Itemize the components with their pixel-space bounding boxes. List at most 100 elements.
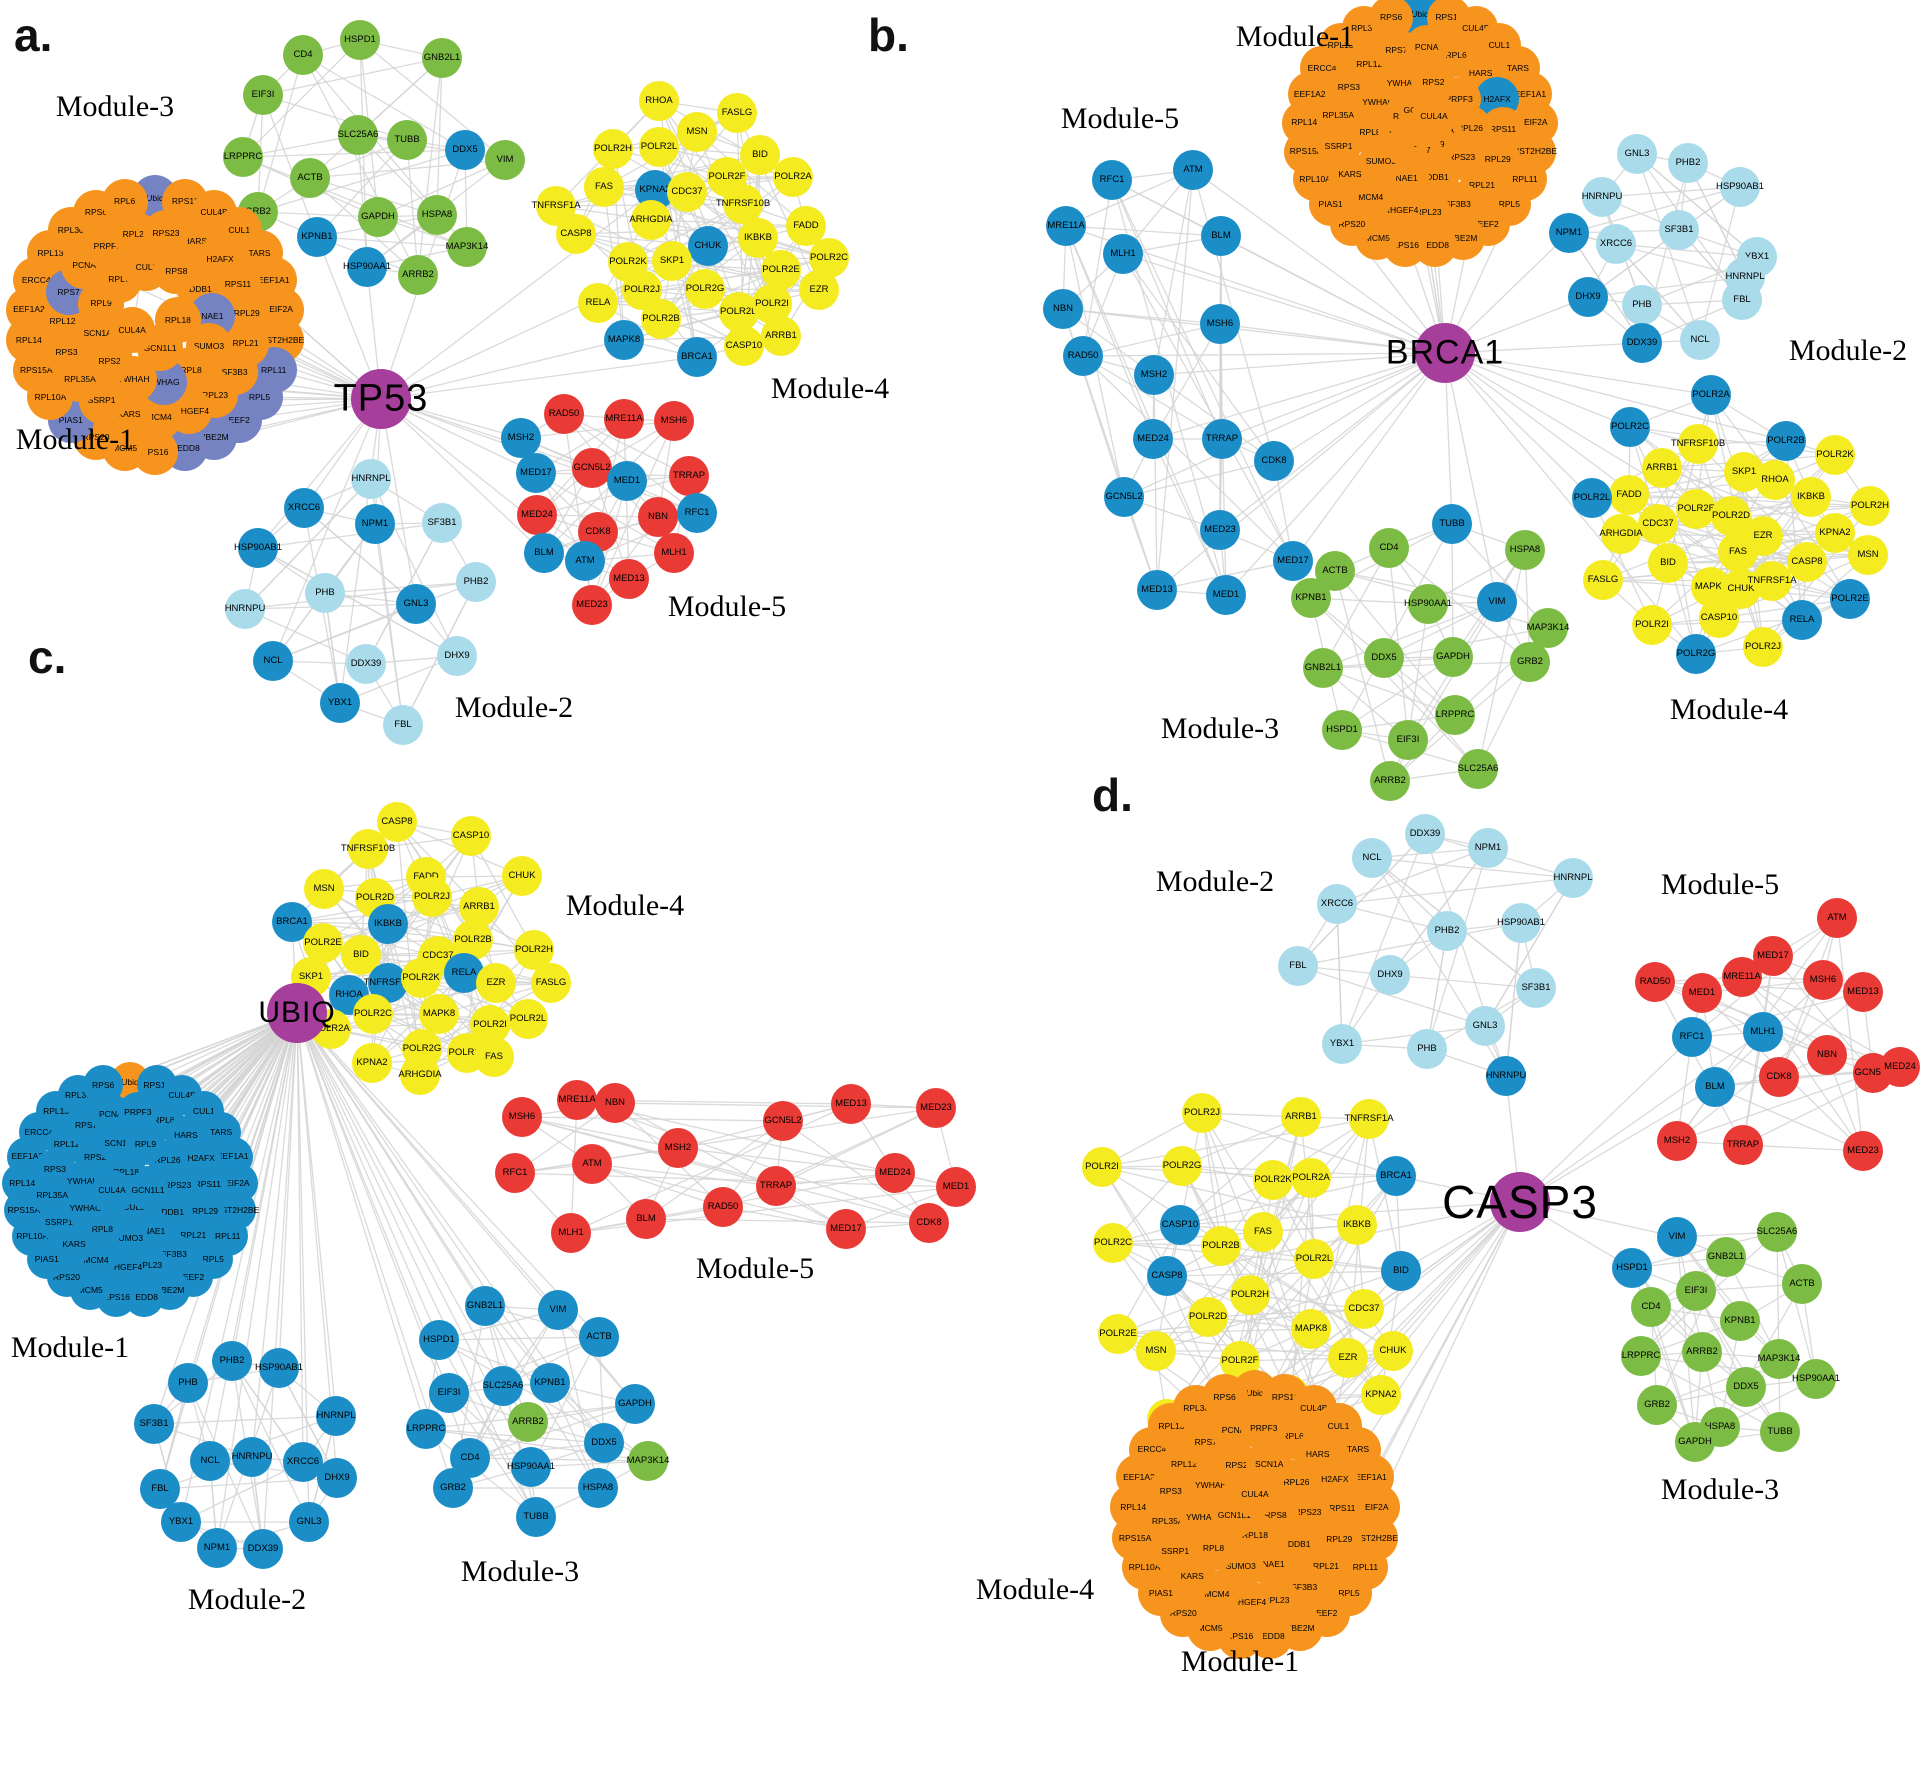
node-lrpprc[interactable]: LRPPRC (223, 137, 263, 177)
node-polr2b[interactable]: POLR2B (1201, 1226, 1241, 1266)
node-nbn[interactable]: NBN (1807, 1035, 1847, 1075)
node-polr2j[interactable]: POLR2J (1743, 627, 1783, 667)
node-nbn[interactable]: NBN (595, 1083, 635, 1123)
node-casp10[interactable]: CASP10 (724, 326, 764, 366)
node-polr2b[interactable]: POLR2B (641, 299, 681, 339)
node-kpnb1[interactable]: KPNB1 (1291, 578, 1331, 618)
node-gnb2l1[interactable]: GNB2L1 (422, 38, 462, 78)
node-mlh1[interactable]: MLH1 (654, 533, 694, 573)
node-fas[interactable]: FAS (1243, 1212, 1283, 1252)
node-hspa8[interactable]: HSPA8 (1505, 530, 1545, 570)
node-med1[interactable]: MED1 (1682, 973, 1722, 1013)
node-dhx9[interactable]: DHX9 (437, 636, 477, 676)
node-cdc37[interactable]: CDC37 (667, 172, 707, 212)
node-mre11a[interactable]: MRE11A (1046, 206, 1086, 246)
node-med23[interactable]: MED23 (572, 585, 612, 625)
node-hnrnpl[interactable]: HNRNPL (1553, 858, 1593, 898)
node-gapdh[interactable]: GAPDH (615, 1384, 655, 1424)
node-phb[interactable]: PHB (1622, 285, 1662, 325)
node-rad50[interactable]: RAD50 (1635, 962, 1675, 1002)
node-msh6[interactable]: MSH6 (1803, 960, 1843, 1000)
node-hspd1[interactable]: HSPD1 (1612, 1248, 1652, 1288)
node-blm[interactable]: BLM (1201, 216, 1241, 256)
node-polr2g[interactable]: POLR2G (685, 269, 725, 309)
node-xrcc6[interactable]: XRCC6 (1317, 884, 1357, 924)
node-trrap[interactable]: TRRAP (669, 456, 709, 496)
node-kpna2[interactable]: KPNA2 (352, 1043, 392, 1083)
node-nbn[interactable]: NBN (1043, 289, 1083, 329)
node-blm[interactable]: BLM (1695, 1067, 1735, 1107)
node-msh6[interactable]: MSH6 (1200, 304, 1240, 344)
node-bid[interactable]: BID (740, 135, 780, 175)
node-tubb[interactable]: TUBB (1760, 1412, 1800, 1452)
node-cul4a[interactable]: CUL4A (1232, 1471, 1278, 1518)
node-polr2f[interactable]: POLR2F (1676, 489, 1716, 529)
node-kpna2[interactable]: KPNA2 (1361, 1375, 1401, 1415)
node-hsp90ab1[interactable]: HSP90AB1 (1497, 903, 1545, 943)
node-phb2[interactable]: PHB2 (1427, 911, 1467, 951)
node-xrcc6[interactable]: XRCC6 (283, 1442, 323, 1482)
node-hsp90ab1[interactable]: HSP90AB1 (234, 528, 282, 568)
node-npm1[interactable]: NPM1 (355, 504, 395, 544)
node-med13[interactable]: MED13 (1137, 570, 1177, 610)
node-rfc1[interactable]: RFC1 (1672, 1017, 1712, 1057)
node-sf3b1[interactable]: SF3B1 (1516, 968, 1556, 1008)
node-gcn5l2[interactable]: GCN5L2 (1104, 477, 1144, 517)
node-rfc1[interactable]: RFC1 (495, 1153, 535, 1193)
node-polr2g[interactable]: POLR2G (1676, 634, 1716, 674)
node-faslg[interactable]: FASLG (1583, 560, 1623, 600)
node-bid[interactable]: BID (1381, 1251, 1421, 1291)
node-polr2e[interactable]: POLR2E (761, 250, 801, 290)
node-tnfrsf10b[interactable]: TNFRSF10B (716, 184, 770, 224)
node-rad50[interactable]: RAD50 (703, 1187, 743, 1227)
node-polr2j[interactable]: POLR2J (1182, 1093, 1222, 1133)
node-hnrnpl[interactable]: HNRNPL (316, 1396, 356, 1436)
node-polr2k[interactable]: POLR2K (401, 958, 441, 998)
node-lrpprc[interactable]: LRPPRC (1621, 1336, 1661, 1376)
node-slc25a6[interactable]: SLC25A6 (1458, 749, 1498, 789)
node-med17[interactable]: MED17 (1273, 541, 1313, 581)
node-slc25a6[interactable]: SLC25A6 (483, 1366, 523, 1406)
hub-node-casp3[interactable] (1490, 1172, 1550, 1232)
node-ddx39[interactable]: DDX39 (1405, 814, 1445, 854)
node-gcn5l2[interactable]: GCN5L2 (572, 448, 612, 488)
hub-node-brca1[interactable] (1415, 323, 1475, 383)
node-polr2l[interactable]: POLR2L (1572, 478, 1612, 518)
node-mlh1[interactable]: MLH1 (1743, 1012, 1783, 1052)
node-atm[interactable]: ATM (572, 1144, 612, 1184)
node-msn[interactable]: MSN (304, 869, 344, 909)
node-med24[interactable]: MED24 (875, 1153, 915, 1193)
node-hnrnpu[interactable]: HNRNPU (1486, 1056, 1526, 1096)
node-polr2d[interactable]: POLR2D (1188, 1297, 1228, 1337)
node-polr2l[interactable]: POLR2L (639, 127, 679, 167)
node-med1[interactable]: MED1 (936, 1167, 976, 1207)
node-phb[interactable]: PHB (305, 573, 345, 613)
node-slc25a6[interactable]: SLC25A6 (1757, 1212, 1797, 1252)
node-cdk8[interactable]: CDK8 (909, 1203, 949, 1243)
node-phb2[interactable]: PHB2 (456, 562, 496, 602)
node-brca1[interactable]: BRCA1 (1376, 1156, 1416, 1196)
node-med24[interactable]: MED24 (1880, 1047, 1920, 1087)
node-casp10[interactable]: CASP10 (1160, 1205, 1200, 1245)
node-gnl3[interactable]: GNL3 (1617, 134, 1657, 174)
node-ezr[interactable]: EZR (476, 963, 516, 1003)
node-hspa8[interactable]: HSPA8 (417, 195, 457, 235)
node-rfc1[interactable]: RFC1 (1092, 160, 1132, 200)
node-phb2[interactable]: PHB2 (212, 1341, 252, 1381)
node-map3k14[interactable]: MAP3K14 (1527, 608, 1569, 648)
node-npm1[interactable]: NPM1 (1549, 213, 1589, 253)
node-blm[interactable]: BLM (626, 1199, 666, 1239)
node-bid[interactable]: BID (1648, 543, 1688, 583)
node-ddx5[interactable]: DDX5 (1726, 1367, 1766, 1407)
node-hsp90ab1[interactable]: HSP90AB1 (1716, 167, 1764, 207)
node-chuk[interactable]: CHUK (688, 226, 728, 266)
node-kpnb1[interactable]: KPNB1 (1720, 1301, 1760, 1341)
node-mre11a[interactable]: MRE11A (604, 399, 644, 439)
node-vim[interactable]: VIM (1477, 582, 1517, 622)
node-ezr[interactable]: EZR (1328, 1338, 1368, 1378)
node-ncl[interactable]: NCL (1680, 320, 1720, 360)
node-med1[interactable]: MED1 (607, 461, 647, 501)
node-ybx1[interactable]: YBX1 (1322, 1024, 1362, 1064)
node-arrb2[interactable]: ARRB2 (398, 255, 438, 295)
node-hsp90aa1[interactable]: HSP90AA1 (343, 247, 391, 287)
